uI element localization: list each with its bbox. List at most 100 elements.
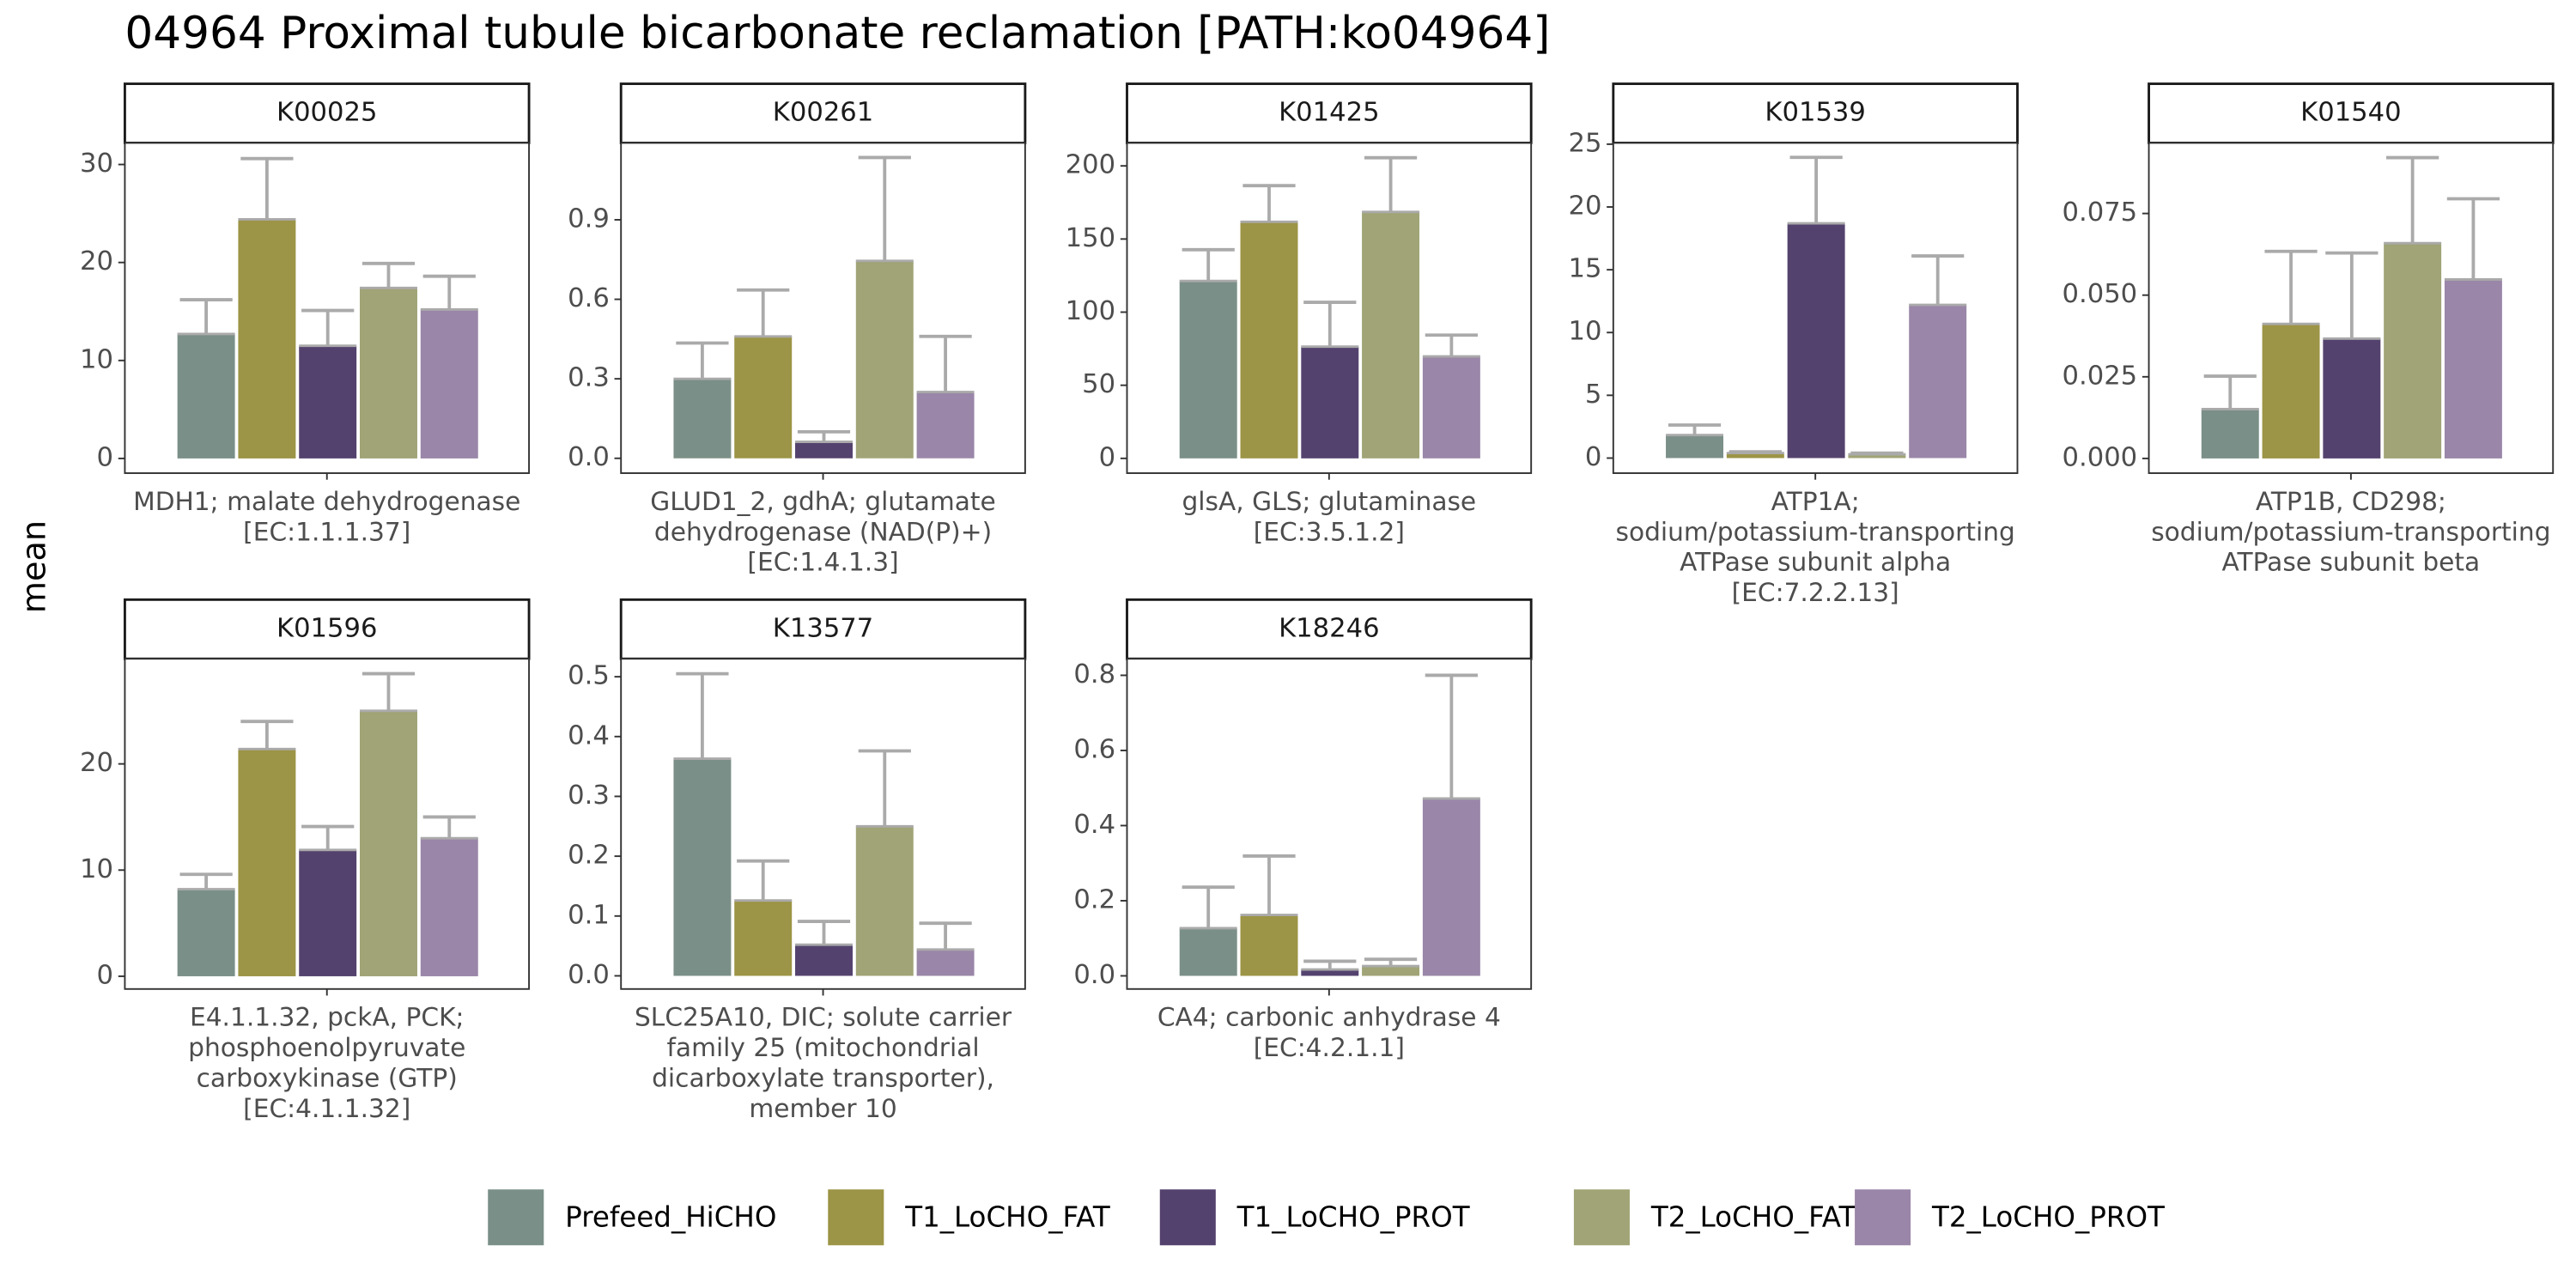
y-tick-label: 10 <box>1568 317 1601 347</box>
y-tick-label: 50 <box>1082 369 1115 399</box>
x-tick-label: CA4; carbonic anhydrase 4 <box>1157 1002 1501 1032</box>
strip <box>1126 82 1533 144</box>
bar <box>360 710 417 976</box>
strip <box>123 598 531 660</box>
legend-key <box>488 1189 544 1246</box>
chart-title: 04964 Proximal tubule bicarbonate reclam… <box>125 8 1550 59</box>
bar <box>2262 324 2320 459</box>
bar <box>1179 281 1237 459</box>
bar <box>2444 279 2502 459</box>
bar <box>1362 211 1420 459</box>
y-tick-label: 0.3 <box>568 781 610 811</box>
legend-key <box>828 1189 884 1246</box>
bar <box>420 838 478 976</box>
x-tick-label: sodium/potassium-transporting <box>2151 516 2550 546</box>
bar <box>1301 346 1359 459</box>
y-tick-label: 200 <box>1066 150 1115 180</box>
bar <box>1787 223 1845 459</box>
facet-label: K01539 <box>1765 98 1865 128</box>
x-tick-label: ATPase subunit beta <box>2222 547 2481 577</box>
bar <box>734 336 793 459</box>
y-tick-label: 0.8 <box>1073 659 1115 690</box>
y-tick-label: 20 <box>80 748 113 778</box>
y-tick-label: 0.9 <box>568 204 610 234</box>
bar <box>238 219 296 459</box>
bar <box>795 945 853 976</box>
facet-label: K01596 <box>276 613 377 643</box>
legend-key <box>1159 1189 1216 1246</box>
strip <box>619 598 1027 660</box>
y-tick-label: 0.0 <box>1073 960 1115 990</box>
y-tick-label: 0.6 <box>568 283 610 313</box>
legend-key <box>1855 1189 1911 1246</box>
bar <box>916 949 975 976</box>
x-tick-label: carboxykinase (GTP) <box>197 1063 458 1093</box>
x-tick-label: [EC:3.5.1.2] <box>1254 516 1405 546</box>
y-tick-label: 15 <box>1568 254 1601 284</box>
y-tick-label: 0.1 <box>568 900 610 930</box>
strip <box>1126 598 1533 660</box>
legend-label: T1_LoCHO_FAT <box>904 1201 1110 1234</box>
x-tick-label: ATP1B, CD298; <box>2256 486 2446 516</box>
bar <box>1240 914 1298 976</box>
y-tick-label: 10 <box>80 344 113 374</box>
x-tick-label: member 10 <box>749 1093 896 1123</box>
y-tick-label: 20 <box>80 246 113 276</box>
x-tick-label: [EC:1.1.1.37] <box>243 516 410 546</box>
x-tick-label: E4.1.1.32, pckA, PCK; <box>190 1002 465 1032</box>
x-tick-label: phosphoenolpyruvate <box>188 1032 465 1062</box>
y-tick-label: 0.2 <box>1073 884 1115 914</box>
bar <box>1422 356 1480 459</box>
legend-label: T2_LoCHO_PROT <box>1931 1201 2165 1234</box>
y-axis-label: mean <box>15 520 54 613</box>
y-tick-label: 25 <box>1568 128 1601 158</box>
x-tick-label: dicarboxylate transporter), <box>652 1063 994 1093</box>
facet-label: K01425 <box>1279 98 1379 128</box>
facet-label: K01540 <box>2300 98 2401 128</box>
y-tick-label: 0.5 <box>568 661 610 691</box>
legend-label: T1_LoCHO_PROT <box>1236 1201 1470 1234</box>
bar <box>177 333 235 459</box>
bar <box>1666 434 1724 459</box>
y-tick-label: 10 <box>80 854 113 884</box>
x-tick-label: [EC:1.4.1.3] <box>747 547 898 577</box>
x-tick-label: GLUD1_2, gdhA; glutamate <box>650 486 996 516</box>
facet-label: K00261 <box>773 98 873 128</box>
bar <box>855 260 914 459</box>
y-tick-label: 0.000 <box>2063 442 2138 472</box>
x-tick-label: [EC:7.2.2.13] <box>1732 577 1899 607</box>
y-tick-label: 5 <box>1585 380 1601 410</box>
legend-key <box>1573 1189 1630 1246</box>
bar <box>673 379 732 459</box>
y-tick-label: 0 <box>97 960 113 990</box>
bar <box>238 749 296 976</box>
bar <box>420 309 478 459</box>
bar <box>795 441 853 459</box>
x-tick-label: ATPase subunit alpha <box>1680 547 1951 577</box>
bar <box>1848 454 1906 459</box>
bar <box>1240 222 1298 459</box>
bar <box>1179 927 1237 976</box>
y-tick-label: 0.4 <box>1073 810 1115 840</box>
bar <box>916 392 975 459</box>
bar <box>1422 798 1480 976</box>
legend-label: T2_LoCHO_FAT <box>1650 1201 1856 1234</box>
strip <box>619 82 1027 144</box>
y-tick-label: 20 <box>1568 191 1601 222</box>
y-tick-label: 0.2 <box>568 841 610 871</box>
bar <box>177 889 235 976</box>
y-tick-label: 0 <box>97 442 113 472</box>
y-tick-label: 0.0 <box>568 960 610 990</box>
y-tick-label: 0.075 <box>2063 197 2138 228</box>
bar <box>1909 305 1967 459</box>
y-tick-label: 0.050 <box>2063 279 2138 309</box>
bar <box>2201 409 2259 459</box>
bar <box>673 758 732 976</box>
legend-label: Prefeed_HiCHO <box>565 1201 776 1234</box>
y-tick-label: 150 <box>1066 223 1115 253</box>
x-tick-label: [EC:4.2.1.1] <box>1254 1032 1405 1062</box>
x-tick-label: [EC:4.1.1.32] <box>243 1093 410 1123</box>
bar <box>2323 338 2381 459</box>
